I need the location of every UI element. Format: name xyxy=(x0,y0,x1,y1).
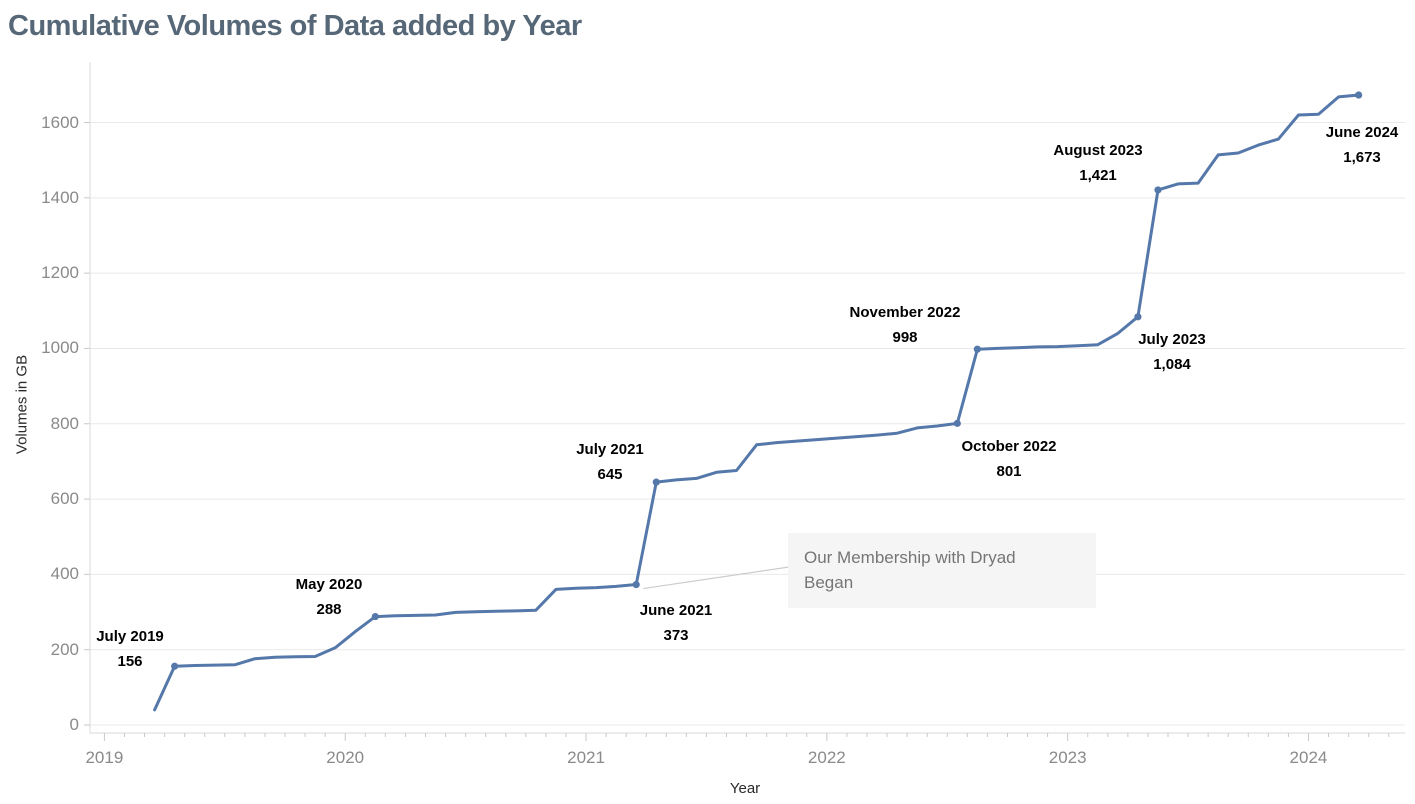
data-point-marker[interactable] xyxy=(632,580,640,589)
x-tick-label: 2022 xyxy=(807,748,846,767)
callout-membership-dryad: Our Membership with Dryad Began xyxy=(788,533,1096,608)
mark-label-july-2019: July 2019 156 xyxy=(96,624,164,674)
y-tick-label: 0 xyxy=(69,715,79,734)
x-tick-label: 2019 xyxy=(85,748,124,767)
callout-line1: Our Membership with Dryad xyxy=(804,548,1016,567)
y-tick-label: 1000 xyxy=(41,338,79,358)
mark-label-value: 998 xyxy=(892,329,918,346)
mark-label-value: 1,421 xyxy=(1079,167,1117,184)
mark-label-value: 645 xyxy=(597,466,623,483)
data-point-marker[interactable] xyxy=(652,478,660,486)
mark-label-date: August 2023 xyxy=(1053,142,1143,159)
data-point-marker[interactable] xyxy=(171,662,179,670)
mark-label-date: July 2021 xyxy=(576,441,644,458)
data-point-marker[interactable] xyxy=(1154,186,1162,194)
mark-label-date: July 2019 xyxy=(96,628,164,645)
y-tick-label: 800 xyxy=(50,413,79,433)
y-tick-label: 400 xyxy=(50,564,79,584)
mark-label-july-2023: July 2023 1,084 xyxy=(1138,327,1206,377)
x-tick-label: 2021 xyxy=(567,748,605,767)
y-tick-label: 1400 xyxy=(41,187,79,207)
mark-label-value: 288 xyxy=(316,601,342,618)
data-point-marker[interactable] xyxy=(371,612,379,621)
mark-label-may-2020: May 2020 288 xyxy=(296,572,363,622)
y-axis-title: Volumes in GB xyxy=(13,354,31,455)
y-tick-label: 1200 xyxy=(41,263,79,283)
mark-label-date: May 2020 xyxy=(295,576,363,593)
x-tick-label: 2024 xyxy=(1289,748,1328,767)
mark-label-date: November 2022 xyxy=(849,304,961,321)
mark-label-value: 156 xyxy=(117,653,143,670)
data-point-marker[interactable] xyxy=(973,345,981,353)
chart-title: Cumulative Volumes of Data added by Year xyxy=(8,10,582,42)
x-tick-label: 2023 xyxy=(1048,748,1087,767)
callout-leader-line xyxy=(643,566,790,590)
y-tick-label: 1600 xyxy=(41,112,79,132)
mark-label-value: 801 xyxy=(996,463,1022,480)
x-axis-title: Year xyxy=(729,780,761,797)
mark-label-november-2022: November 2022 998 xyxy=(850,300,961,350)
mark-label-july-2021: July 2021 645 xyxy=(576,437,644,487)
mark-label-date: June 2021 xyxy=(639,602,713,619)
x-tick-label: 2020 xyxy=(326,748,365,767)
mark-label-august-2023: August 2023 1,421 xyxy=(1053,138,1142,188)
y-tick-label: 600 xyxy=(50,489,79,509)
data-point-marker[interactable] xyxy=(953,419,961,427)
mark-label-value: 373 xyxy=(663,627,689,644)
data-point-marker[interactable] xyxy=(1355,91,1363,99)
mark-label-date: June 2024 xyxy=(1325,124,1399,141)
callout-line2: Began xyxy=(804,573,854,592)
mark-label-june-2021: June 2021 373 xyxy=(640,598,713,648)
mark-label-june-2024: June 2024 1,673 xyxy=(1326,120,1399,170)
y-tick-label: 200 xyxy=(50,639,79,659)
mark-label-value: 1,673 xyxy=(1343,149,1381,166)
data-point-marker[interactable] xyxy=(1134,313,1142,321)
mark-label-date: July 2023 xyxy=(1138,331,1206,348)
mark-label-october-2022: October 2022 801 xyxy=(961,434,1056,484)
mark-label-value: 1,084 xyxy=(1153,356,1191,373)
mark-label-date: October 2022 xyxy=(961,438,1057,455)
